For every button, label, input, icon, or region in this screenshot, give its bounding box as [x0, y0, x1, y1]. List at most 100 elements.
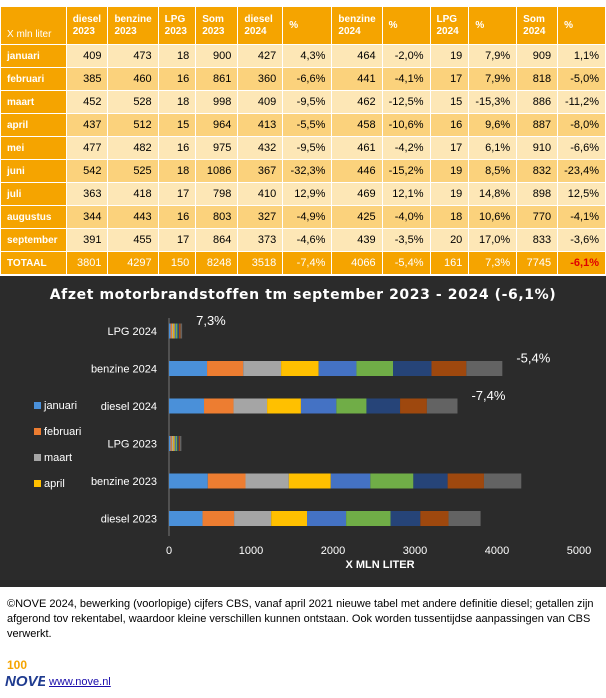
month-label: augustus: [0, 205, 67, 229]
bar-segment: [370, 473, 414, 489]
table-cell: 373: [237, 228, 284, 252]
category-label: LPG 2023: [107, 439, 157, 451]
bar-segment: [420, 511, 449, 526]
table-cell: 818: [516, 67, 559, 91]
table-cell: 7745: [516, 251, 559, 275]
table-cell: 7,9%: [468, 44, 518, 68]
table-cell: 6,1%: [468, 136, 518, 160]
column-header: %: [381, 6, 431, 45]
table-cell: 9,6%: [468, 113, 518, 137]
bar-segment: [393, 361, 432, 376]
table-cell: 832: [516, 159, 559, 183]
month-label: september: [0, 228, 67, 252]
table-cell: -4,9%: [282, 205, 333, 229]
table-cell: 18: [429, 205, 470, 229]
table-row: februari 385 460 16 861 360 -6,6% 441 -4,1% 17 7,9…: [0, 67, 606, 91]
table-cell: 10,6%: [468, 205, 518, 229]
legend-swatch: [34, 402, 41, 409]
bar-segment: [173, 436, 175, 451]
table-cell: 887: [516, 113, 559, 137]
bar-end-label: 7,3%: [196, 313, 226, 328]
table-cell: 7,9%: [468, 67, 518, 91]
column-header: LPG 2023: [157, 6, 197, 45]
table-cell: 861: [195, 67, 239, 91]
table-cell: 525: [107, 159, 159, 183]
x-tick-label: 1000: [239, 545, 263, 557]
x-tick-label: 0: [166, 545, 172, 557]
column-header: diesel 2023: [65, 6, 109, 45]
table-cell: 833: [516, 228, 559, 252]
bar-segment: [271, 511, 308, 526]
bar-segment: [207, 361, 244, 376]
table-cell: 8,5%: [468, 159, 518, 183]
table-cell: -9,5%: [282, 136, 333, 160]
table-cell: 425: [331, 205, 383, 229]
table-cell: 19: [429, 159, 470, 183]
month-label: januari: [0, 44, 67, 68]
bar-segment: [483, 473, 522, 489]
table-cell: 12,5%: [557, 182, 606, 206]
bar-segment: [171, 323, 174, 339]
bar-segment: [336, 398, 367, 414]
table-cell: -32,3%: [282, 159, 333, 183]
bar-segment: [169, 473, 208, 489]
table-row: juli 363 418 17 798 410 12,9% 469 12,1% 19 14,8% 89…: [0, 182, 606, 206]
table-cell: 344: [65, 205, 109, 229]
table-cell: 327: [237, 205, 284, 229]
column-header: benzine 2024: [331, 6, 383, 45]
bar-segment: [170, 323, 172, 339]
table-cell: 460: [107, 67, 159, 91]
table-cell: -23,4%: [557, 159, 606, 183]
category-label: LPG 2024: [107, 326, 157, 338]
table-cell: 16: [157, 67, 197, 91]
bar-end-label: -7,4%: [471, 388, 505, 403]
table-cell: 150: [157, 251, 197, 275]
table-cell: 446: [331, 159, 383, 183]
category-label: benzine 2023: [91, 476, 157, 488]
table-cell: 439: [331, 228, 383, 252]
bar-segment: [466, 361, 503, 376]
bar-segment: [171, 436, 174, 451]
nove-logo: 100 NOVE: [5, 658, 45, 689]
bar-segment: [207, 473, 246, 489]
table-cell: 4066: [331, 251, 383, 275]
column-header: Som 2023: [195, 6, 239, 45]
bar-segment: [175, 436, 178, 451]
table-cell: 385: [65, 67, 109, 91]
table-cell: 437: [65, 113, 109, 137]
legend-label: april: [44, 478, 65, 490]
table-cell: -4,0%: [381, 205, 431, 229]
bar-end-label: -5,4%: [516, 351, 550, 366]
table-cell: 4297: [107, 251, 159, 275]
website-link[interactable]: www.nove.nl: [49, 676, 111, 688]
column-header: %: [468, 6, 518, 45]
table-cell: -10,6%: [381, 113, 431, 137]
svg-text:100: 100: [7, 658, 27, 672]
bar-segment: [202, 511, 235, 526]
table-cell: -5,5%: [282, 113, 333, 137]
month-label: mei: [0, 136, 67, 160]
bar-segment: [174, 323, 176, 339]
table-cell: -15,3%: [468, 90, 518, 114]
table-row: juni 542 525 18 1086 367 -32,3% 446 -15,2% 19 8,5%…: [0, 159, 606, 183]
source-note: ©NOVE 2024, bewerking (voorlopige) cijfe…: [7, 598, 594, 640]
table-cell: 16: [429, 113, 470, 137]
column-header: diesel 2024: [237, 6, 284, 45]
category-label: diesel 2023: [101, 514, 157, 526]
category-label: diesel 2024: [101, 401, 157, 413]
table-cell: 458: [331, 113, 383, 137]
table-row: maart 452 528 18 998 409 -9,5% 462 -12,5% 15 -15,3…: [0, 90, 606, 114]
table-cell: 18: [157, 159, 197, 183]
bar-segment: [413, 473, 448, 489]
table-cell: 964: [195, 113, 239, 137]
table-cell: 455: [107, 228, 159, 252]
table-row: mei 477 482 16 975 432 -9,5% 461 -4,2% 17 6,1% 910-…: [0, 136, 606, 160]
table-cell: 542: [65, 159, 109, 183]
x-tick-label: 2000: [321, 545, 345, 557]
table-cell: -4,6%: [282, 228, 333, 252]
table-cell: 975: [195, 136, 239, 160]
table-cell: 418: [107, 182, 159, 206]
bar-segment: [233, 398, 268, 414]
bar-segment: [318, 361, 357, 376]
table-cell: 461: [331, 136, 383, 160]
